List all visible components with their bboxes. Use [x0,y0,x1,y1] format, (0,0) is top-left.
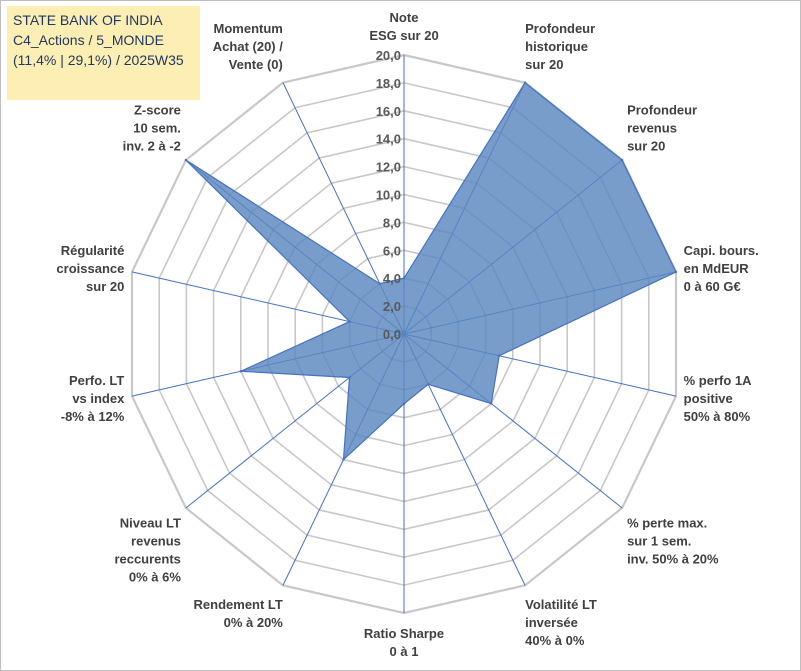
data-point [523,81,527,84]
radial-tick-labels: 0,0 2,0 4,0 6,0 8,0 10,0 12,0 14,0 16,0 18,0 20,0 [376,48,401,342]
axis-label: Momentum Achat (20) / Vente (0) [213,21,283,72]
axis-label-line: reccurents [114,552,180,567]
axis-label-line: Rendement LT [194,597,283,612]
tick-label: 2,0 [383,299,401,314]
tick-label: 20,0 [376,48,401,63]
data-point [378,282,381,285]
data-point [620,158,624,162]
chart-title-box: STATE BANK OF INDIA C4_Actions / 5_MONDE… [7,6,200,100]
axis-label-line: Vente (0) [229,57,283,72]
axis-label-line: sur 20 [627,138,665,153]
axis-label-line: revenus [131,534,181,549]
series-area [185,81,677,462]
axis-label-line: historique [525,39,588,54]
axis-label: Profondeur revenus sur 20 [627,102,697,153]
axis-label-line: inv. 50% à 20% [627,552,719,567]
axis-label: Ratio Sharpe 0 à 1 [364,626,444,659]
axis-labels: Note ESG sur 20 Profondeur historique sur 20… [56,10,758,659]
axis-label-line: sur 1 sem. [627,534,691,549]
tick-label: 8,0 [383,215,401,230]
tick-label: 10,0 [376,188,401,203]
axis-label-line: positive [684,391,733,406]
axis-label-line: 0% à 20% [224,615,284,630]
title-line-company: STATE BANK OF INDIA [13,12,163,28]
tick-label: 14,0 [376,132,401,147]
axis-label-line: -8% à 12% [61,409,125,424]
data-point [490,402,493,405]
axis-label-line: % perte max. [627,516,707,531]
axis-label-line: ESG sur 20 [369,28,438,43]
title-line-category: C4_Actions / 5_MONDE [13,32,164,48]
axis-label-line: Profondeur [627,102,697,117]
axis-label: % perte max. sur 1 sem. inv. 50% à 20% [627,516,719,567]
axis-label: Rendement LT 0% à 20% [194,597,284,630]
axis-label-line: 0 à 1 [390,644,419,659]
axis-label: Capi. bours. en MdEUR 0 à 60 G€ [684,243,759,294]
tick-label: 12,0 [376,160,401,175]
axis-label: Z-score 10 sem. inv. 2 à -2 [123,102,181,153]
axis-label-line: Profondeur [525,21,595,36]
axis-label: Perfo. LT vs index -8% à 12% [61,373,125,424]
title-line-stats: (11,4% | 29,1%) / 2025W35 [13,52,184,68]
axis-label: Profondeur historique sur 20 [525,21,595,72]
axis-label: Volatilité LT inversée 40% à 0% [525,597,597,648]
axis-label-line: Perfo. LT [69,373,124,388]
axis-label-line: sur 20 [86,279,124,294]
axis-label-line: Z-score [134,102,181,117]
data-point [427,383,430,386]
axis-label-line: inversée [525,615,578,630]
axis-label: Niveau LT revenus reccurents 0% à 6% [114,516,181,585]
data-point [184,158,188,162]
axis-label-line: Régularité [61,243,125,258]
data-point [498,354,501,357]
data-point [348,376,351,379]
axis-label-line: Momentum [214,21,283,36]
axis-label-line: en MdEUR [684,261,750,276]
tick-label: 18,0 [376,76,401,91]
tick-label: 0,0 [383,327,401,342]
axis-label-line: 0% à 6% [129,570,181,585]
axis-label-line: croissance [56,261,124,276]
axis-label-line: Ratio Sharpe [364,626,444,641]
axis-label-line: Volatilité LT [525,597,597,612]
axis-label-line: 10 sem. [133,120,181,135]
data-point [674,270,678,274]
axis-label-line: 40% à 0% [525,633,585,648]
data-point [239,370,242,373]
axis-label: Régularité croissance sur 20 [56,243,124,294]
tick-label: 6,0 [383,243,401,258]
axis-label-line: 50% à 80% [684,409,751,424]
axis-label: Note ESG sur 20 [369,10,438,43]
tick-label: 4,0 [383,271,401,286]
tick-label: 16,0 [376,104,401,119]
axis-label-line: Capi. bours. [684,243,759,258]
axis-label-line: sur 20 [525,57,563,72]
axis-label-line: 0 à 60 G€ [684,279,741,294]
axis-label-line: % perfo 1A [684,373,753,388]
axis-label-line: Achat (20) / [213,39,283,54]
axis-label: % perfo 1A positive 50% à 80% [684,373,753,424]
data-point [348,320,351,323]
radar-series [184,81,678,462]
axis-label-line: vs index [72,391,125,406]
data-point [342,458,345,461]
axis-label-line: Niveau LT [120,516,181,531]
axis-label-line: Note [390,10,419,25]
axis-label-line: inv. 2 à -2 [123,138,181,153]
data-point [402,277,406,280]
axis-label-line: revenus [627,120,677,135]
data-point [402,402,406,405]
